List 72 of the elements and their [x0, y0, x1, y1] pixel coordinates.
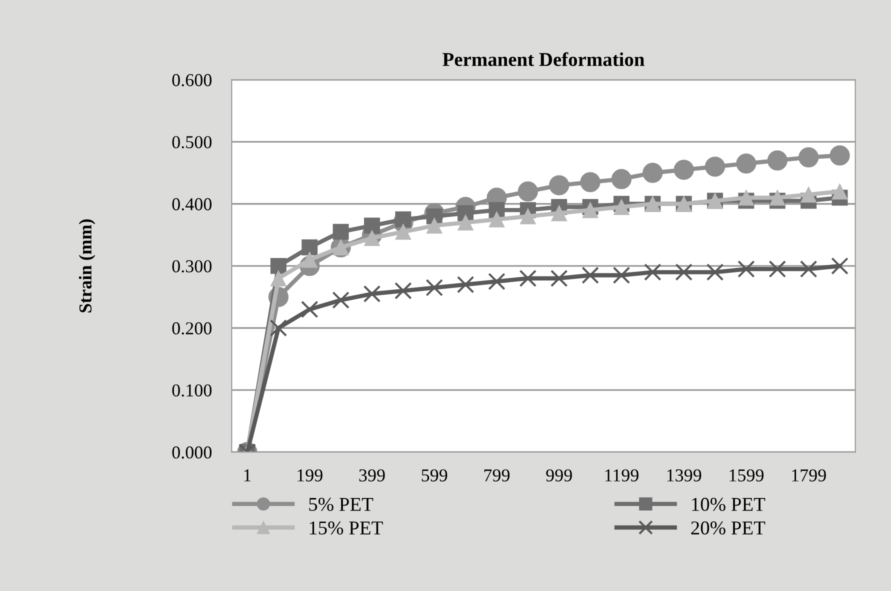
legend-label: 15% PET — [310, 521, 383, 535]
point — [394, 282, 412, 300]
point — [488, 211, 505, 228]
point — [332, 291, 350, 309]
point — [549, 175, 570, 196]
x-tick-label: 199 — [298, 469, 322, 482]
point — [270, 319, 288, 337]
x-tick-label: 1 — [244, 469, 251, 482]
point — [800, 260, 818, 278]
point — [363, 285, 381, 303]
y-tick-label: 0.500 — [172, 136, 212, 148]
x-tick-label: 599 — [422, 469, 448, 482]
y-tick-label: 0.300 — [172, 260, 212, 272]
point — [364, 218, 380, 234]
point — [550, 270, 568, 288]
point — [738, 190, 754, 206]
y-tick-label: 0.100 — [172, 384, 212, 397]
x-tick-label: 1599 — [730, 469, 764, 482]
point — [518, 181, 538, 202]
legend-label: 10% PET — [692, 498, 766, 511]
point — [302, 239, 318, 256]
point — [458, 214, 474, 230]
y-axis-title: Strain (mm) — [78, 219, 96, 312]
point — [674, 160, 694, 180]
point — [767, 150, 788, 171]
point — [582, 266, 599, 284]
point — [519, 270, 537, 288]
point — [332, 224, 349, 240]
x-tick-label: 799 — [484, 469, 510, 482]
x-tick-label: 1399 — [667, 469, 702, 482]
y-tick-label: 0.400 — [172, 198, 212, 210]
legend-label: 5% PET — [309, 498, 374, 511]
point — [798, 147, 819, 168]
x-tick-label: 999 — [546, 469, 572, 482]
x-tick-label: 1199 — [605, 469, 638, 482]
point — [738, 260, 755, 278]
point — [612, 266, 630, 284]
point — [800, 186, 817, 203]
point — [704, 156, 726, 177]
point — [736, 153, 756, 174]
point — [580, 172, 600, 192]
point — [582, 202, 598, 218]
point — [270, 270, 286, 286]
point — [706, 263, 724, 281]
point — [613, 199, 630, 215]
point — [395, 224, 412, 240]
point — [395, 211, 412, 228]
point — [488, 272, 506, 290]
x-tick-label: 399 — [359, 469, 385, 482]
y-tick-label: 0.200 — [172, 322, 212, 335]
point — [832, 183, 848, 200]
point — [830, 145, 850, 166]
point — [426, 278, 444, 296]
point — [769, 190, 786, 206]
point — [456, 276, 474, 294]
y-tick-label: 0.000 — [172, 446, 212, 459]
point — [426, 218, 442, 234]
point — [611, 169, 632, 190]
legend-label: 20% PET — [691, 521, 766, 535]
point — [675, 263, 693, 281]
point — [551, 205, 568, 222]
point — [642, 162, 663, 183]
point — [364, 230, 380, 246]
point — [768, 260, 786, 278]
point — [644, 263, 662, 281]
point — [270, 258, 286, 274]
x-tick-label: 1799 — [792, 469, 826, 482]
point — [831, 257, 848, 275]
chart-title: Permanent Deformation — [442, 52, 644, 66]
y-tick-label: 0.600 — [172, 74, 212, 86]
point — [300, 300, 318, 318]
point — [520, 208, 536, 224]
